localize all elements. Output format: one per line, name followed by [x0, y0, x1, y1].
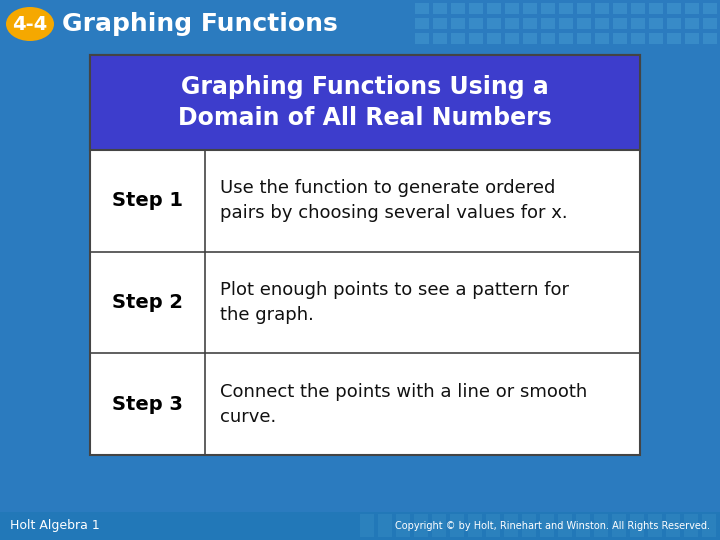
Bar — [667, 18, 681, 29]
Bar — [577, 33, 591, 44]
Bar — [577, 18, 591, 29]
Bar — [469, 33, 483, 44]
Bar — [594, 514, 608, 537]
Bar — [487, 33, 501, 44]
Bar — [523, 18, 537, 29]
Bar — [396, 514, 410, 537]
Text: Use the function to generate ordered
pairs by choosing several values for x.: Use the function to generate ordered pai… — [220, 179, 567, 222]
Bar — [576, 514, 590, 537]
Bar — [685, 33, 699, 44]
Bar — [559, 18, 573, 29]
Bar — [612, 514, 626, 537]
Bar — [595, 18, 609, 29]
Bar — [415, 18, 429, 29]
Text: Step 2: Step 2 — [112, 293, 183, 312]
Text: Holt Algebra 1: Holt Algebra 1 — [10, 519, 100, 532]
Bar — [703, 18, 717, 29]
Bar — [649, 33, 663, 44]
Bar — [631, 18, 645, 29]
Bar — [649, 18, 663, 29]
Bar — [414, 514, 428, 537]
Bar — [505, 33, 519, 44]
Text: 4-4: 4-4 — [12, 15, 48, 33]
Bar — [649, 3, 663, 14]
Bar — [487, 18, 501, 29]
Bar — [631, 3, 645, 14]
Bar — [433, 18, 447, 29]
Bar — [451, 18, 465, 29]
Bar — [433, 3, 447, 14]
Bar — [451, 33, 465, 44]
Bar — [702, 514, 716, 537]
Bar — [685, 3, 699, 14]
Bar — [468, 514, 482, 537]
Bar — [90, 55, 640, 455]
Bar — [685, 18, 699, 29]
Ellipse shape — [6, 7, 54, 41]
Text: Plot enough points to see a pattern for
the graph.: Plot enough points to see a pattern for … — [220, 281, 569, 324]
Bar — [684, 514, 698, 537]
Bar — [90, 55, 640, 150]
Bar — [487, 3, 501, 14]
Bar — [505, 3, 519, 14]
Bar — [667, 33, 681, 44]
Bar — [613, 33, 627, 44]
Bar — [469, 18, 483, 29]
Text: Step 1: Step 1 — [112, 191, 183, 211]
Bar — [666, 514, 680, 537]
Bar — [360, 514, 374, 537]
Text: Copyright © by Holt, Rinehart and Winston. All Rights Reserved.: Copyright © by Holt, Rinehart and Winsto… — [395, 521, 710, 531]
Bar — [378, 514, 392, 537]
Bar — [613, 3, 627, 14]
Bar — [415, 33, 429, 44]
Bar — [558, 514, 572, 537]
Bar — [450, 514, 464, 537]
Bar — [541, 3, 555, 14]
Bar — [432, 514, 446, 537]
Bar — [0, 512, 720, 540]
Bar — [667, 3, 681, 14]
Bar — [523, 33, 537, 44]
Bar — [433, 33, 447, 44]
Bar — [469, 3, 483, 14]
Bar — [451, 3, 465, 14]
Bar — [595, 33, 609, 44]
Bar — [613, 18, 627, 29]
Text: Step 3: Step 3 — [112, 395, 183, 414]
Bar — [505, 18, 519, 29]
Bar — [559, 3, 573, 14]
Text: Graphing Functions: Graphing Functions — [62, 12, 338, 36]
Bar — [631, 33, 645, 44]
Bar — [703, 33, 717, 44]
Bar — [541, 33, 555, 44]
Bar — [577, 3, 591, 14]
Bar — [703, 3, 717, 14]
Bar — [415, 3, 429, 14]
Bar — [648, 514, 662, 537]
Bar — [522, 514, 536, 537]
Bar — [541, 18, 555, 29]
Text: Connect the points with a line or smooth
curve.: Connect the points with a line or smooth… — [220, 383, 588, 426]
Bar — [504, 514, 518, 537]
Bar — [0, 0, 720, 48]
Bar — [523, 3, 537, 14]
Bar — [559, 33, 573, 44]
Bar — [486, 514, 500, 537]
Bar — [540, 514, 554, 537]
Text: Graphing Functions Using a
Domain of All Real Numbers: Graphing Functions Using a Domain of All… — [178, 75, 552, 130]
Bar — [630, 514, 644, 537]
Bar — [595, 3, 609, 14]
